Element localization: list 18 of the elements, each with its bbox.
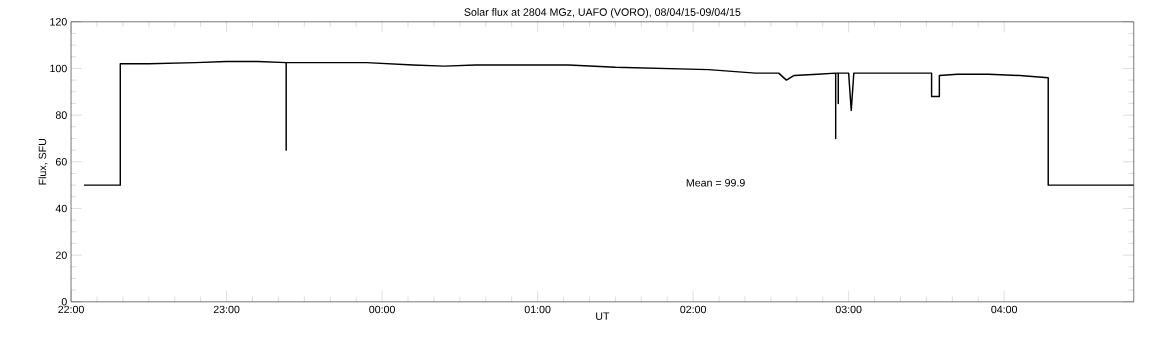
x-tick-label: 00:00 [369, 305, 395, 314]
y-tick-label: 60 [55, 158, 67, 166]
y-tick-label: 120 [50, 18, 67, 26]
chart-title: Solar flux at 2804 MGz, UAFO (VORO), 08/04/15-09/04/15 [464, 8, 741, 18]
x-tick-label: 02:00 [680, 305, 707, 314]
x-tick-label: 03:00 [835, 305, 862, 314]
x-tick-label: 23:00 [213, 305, 240, 314]
x-tick-label: 04:00 [991, 305, 1018, 314]
y-tick-label: 20 [55, 251, 67, 259]
x-tick-label: 22:00 [58, 305, 84, 314]
x-axis-title: UT [596, 312, 610, 320]
y-tick-label: 80 [55, 111, 67, 119]
annotation: Mean = 99.9 [686, 179, 745, 187]
y-tick-label: 100 [50, 64, 67, 73]
y-tick-label: 40 [55, 204, 67, 213]
x-tick-label: 01:00 [524, 305, 551, 314]
y-axis-title: Flux, SFU [38, 139, 48, 185]
y-tick-label: 0 [61, 298, 67, 306]
